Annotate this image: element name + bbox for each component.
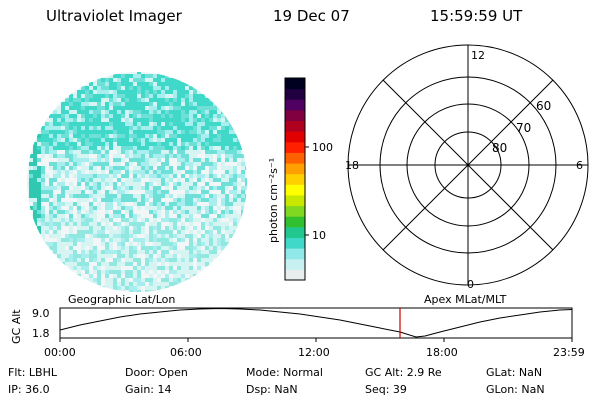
uv-earth-image bbox=[27, 72, 247, 292]
colorbar-cell bbox=[285, 120, 305, 132]
apex-mlat-mlt-label: Apex MLat/MLT bbox=[424, 293, 507, 306]
colorbar-cell bbox=[285, 269, 305, 281]
timeline-xtick-2359: 23:59 bbox=[553, 346, 585, 359]
lat-label-70: 70 bbox=[516, 121, 531, 135]
colorbar-cell bbox=[285, 109, 305, 122]
colorbar-cell bbox=[285, 152, 305, 164]
colorbar-cell bbox=[285, 184, 305, 196]
gc-alt-timeline: GC Alt 9.0 1.8 bbox=[10, 307, 573, 344]
status-mode: Mode: Normal bbox=[246, 366, 323, 379]
status-gc-alt: GC Alt: 2.9 Re bbox=[365, 366, 442, 379]
status-filter: Flt: LBHL bbox=[8, 366, 57, 379]
colorbar-cell bbox=[285, 131, 305, 143]
colorbar-unit-label: photon cm⁻²s⁻¹ bbox=[267, 158, 280, 243]
colorbar-cell bbox=[285, 237, 305, 249]
colorbar-cell bbox=[285, 216, 305, 228]
lat-label-80: 80 bbox=[492, 141, 507, 155]
mlt-label-0: 0 bbox=[467, 278, 474, 291]
timeline-axis-title: GC Alt bbox=[10, 309, 23, 344]
status-glon: GLon: NaN bbox=[486, 383, 545, 396]
colorbar-cell bbox=[285, 205, 305, 217]
colorbar-cell bbox=[285, 141, 305, 153]
mlt-label-18: 18 bbox=[345, 159, 359, 172]
colorbar-cell bbox=[285, 258, 305, 270]
timeline-xtick-1200: 12:00 bbox=[298, 346, 330, 359]
colorbar-cell bbox=[285, 78, 305, 90]
geographic-latlon-label: Geographic Lat/Lon bbox=[68, 293, 176, 306]
mlt-label-12: 12 bbox=[471, 49, 485, 62]
colorbar-tick-10: 10 bbox=[312, 229, 326, 242]
altitude-curve bbox=[59, 307, 573, 338]
timeline-ytick-bottom: 1.8 bbox=[32, 327, 50, 340]
colorbar-cell bbox=[285, 88, 305, 100]
time-label: 15:59:59 UT bbox=[430, 7, 523, 25]
colorbar-cell bbox=[285, 194, 305, 207]
colorbar-tick-100: 100 bbox=[312, 141, 333, 154]
status-seq: Seq: 39 bbox=[365, 383, 407, 396]
timeline-xtick-0600: 06:00 bbox=[170, 346, 202, 359]
status-door: Door: Open bbox=[125, 366, 188, 379]
status-glat: GLat: NaN bbox=[486, 366, 543, 379]
colorbar-cell bbox=[285, 226, 305, 238]
status-ip: IP: 36.0 bbox=[8, 383, 50, 396]
mlt-label-6: 6 bbox=[576, 159, 583, 172]
colorbar-cell bbox=[285, 99, 305, 111]
status-gain: Gain: 14 bbox=[125, 383, 172, 396]
instrument-title: Ultraviolet Imager bbox=[46, 7, 182, 25]
colorbar-cell bbox=[285, 248, 305, 260]
polar-grid: 12 18 6 0 60 70 80 bbox=[345, 44, 589, 291]
status-dsp: Dsp: NaN bbox=[246, 383, 298, 396]
colorbar-cell bbox=[285, 163, 305, 175]
timeline-xtick-0000: 00:00 bbox=[44, 346, 76, 359]
timeline-ytick-top: 9.0 bbox=[32, 307, 50, 320]
colorbar-cell bbox=[285, 173, 305, 185]
lat-label-60: 60 bbox=[536, 99, 551, 113]
date-label: 19 Dec 07 bbox=[273, 7, 350, 25]
colorbar: 100 10 photon cm⁻²s⁻¹ bbox=[267, 77, 333, 281]
timeline-xtick-1800: 18:00 bbox=[426, 346, 458, 359]
